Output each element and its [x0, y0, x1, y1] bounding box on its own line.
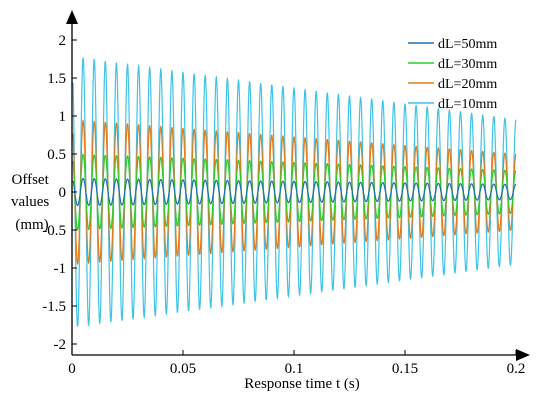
y-axis-label-line-2: values: [11, 194, 49, 210]
x-tick-label: 0: [68, 361, 76, 377]
y-axis-arrow-icon: [66, 10, 78, 24]
series-line-dl-20mm: [72, 119, 517, 266]
y-tick-label: 0: [59, 185, 67, 201]
y-axis-label: Offset values (mm): [11, 172, 53, 233]
series-line-dl-50mm: [72, 177, 517, 207]
legend: dL=50mm dL=30mm dL=20mm dL=10mm: [408, 37, 497, 112]
y-tick-label: 1: [59, 109, 67, 125]
y-ticks: 2 1.5 1 0.5 0 -0.5 -1 -1.5 -2: [42, 33, 77, 353]
x-tick-label: 0.2: [507, 361, 526, 377]
y-axis-label-line-3: (mm): [15, 217, 48, 233]
y-tick-label: 1.5: [47, 71, 66, 87]
y-tick-label: -0.5: [42, 223, 66, 239]
series-layer: [72, 55, 517, 327]
x-tick-label: 0.05: [170, 361, 196, 377]
y-axis-label-line-1: Offset: [12, 172, 50, 188]
y-tick-label: -2: [54, 337, 67, 353]
y-tick-label: -1: [54, 261, 67, 277]
legend-label: dL=10mm: [438, 97, 497, 112]
legend-label: dL=30mm: [438, 57, 497, 72]
series-line-dl-30mm: [72, 153, 517, 231]
y-tick-label: 2: [59, 33, 67, 49]
y-tick-label: 0.5: [47, 147, 66, 163]
x-ticks: 0 0.05 0.1 0.15 0.2: [68, 350, 525, 377]
legend-label: dL=50mm: [438, 37, 497, 52]
y-tick-label: -1.5: [42, 299, 66, 315]
x-tick-label: 0.1: [285, 361, 304, 377]
x-axis-arrow-icon: [516, 349, 530, 361]
legend-label: dL=20mm: [438, 77, 497, 92]
x-tick-label: 0.15: [392, 361, 418, 377]
x-axis-label: Response time t (s): [244, 376, 359, 392]
